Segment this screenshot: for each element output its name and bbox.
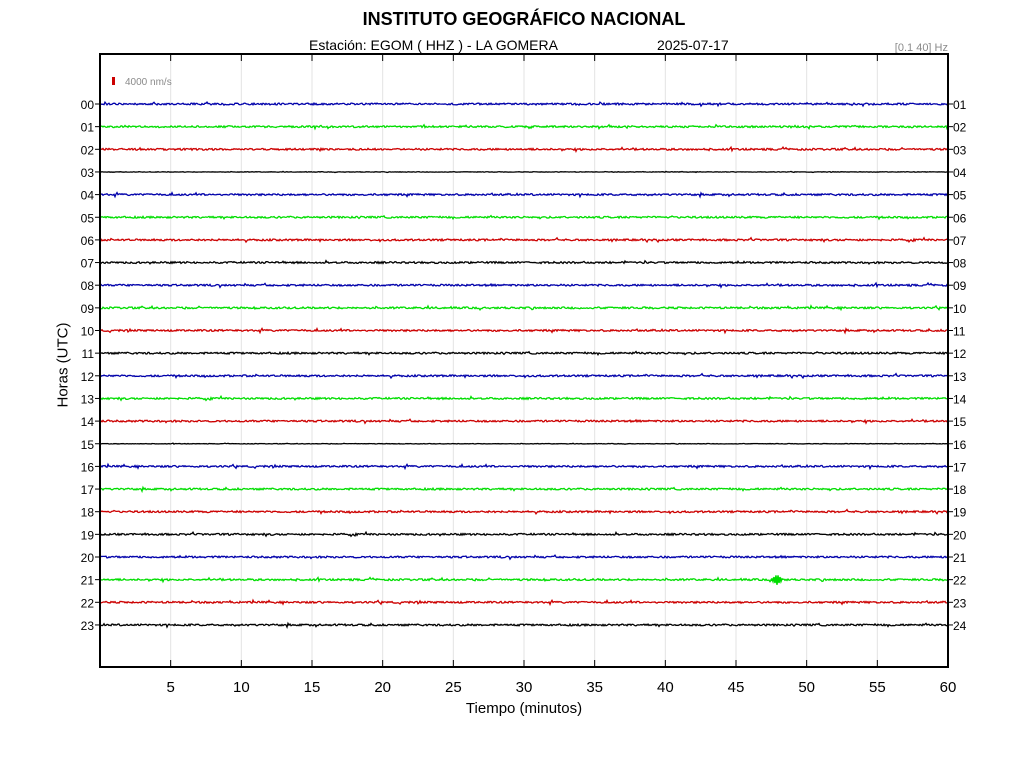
scale-label: 4000 nm/s [125,77,172,88]
hour-trace [99,418,949,425]
right-hour-label: 19 [953,506,967,520]
right-hour-label: 11 [953,325,966,339]
left-hour-label: 19 [81,528,95,542]
right-hour-label: 04 [953,166,967,180]
left-hour-label: 21 [81,574,95,588]
x-tick-label: 5 [166,679,174,696]
chart-title: INSTITUTO GEOGRÁFICO NACIONAL [362,9,686,29]
hour-trace [99,554,949,561]
station-label: Estación: EGOM ( HHZ ) - LA GOMERA [309,37,558,53]
left-hour-label: 08 [81,279,95,293]
left-hour-label: 13 [81,392,95,406]
right-hour-label: 12 [953,347,967,361]
y-axis-label: Horas (UTC) [54,322,72,408]
right-hour-label: 16 [953,438,967,452]
hour-trace [99,304,949,312]
hour-trace [99,462,949,471]
x-tick-label: 25 [445,679,462,696]
right-hour-label: 06 [953,211,967,225]
left-hour-label: 06 [81,234,95,248]
right-hour-label: 01 [953,98,967,112]
hour-trace [99,281,949,289]
x-tick-label: 30 [516,679,533,696]
left-hour-label: 10 [81,325,95,339]
left-hour-label: 14 [81,415,95,429]
left-hour-label: 15 [81,438,95,452]
right-hour-label: 02 [953,121,967,135]
hour-trace [99,145,949,153]
hour-trace [99,214,949,221]
hour-trace [99,327,949,335]
trace-group [99,100,949,630]
right-hour-label: 13 [953,370,967,384]
amplitude-scale: 4000 nm/s [112,77,172,88]
left-hour-label: 20 [81,551,95,565]
left-hour-label: 12 [81,370,95,384]
left-hour-label: 16 [81,460,95,474]
left-hour-label: 02 [81,143,95,157]
x-tick-label: 50 [798,679,815,696]
left-hour-label: 22 [81,596,95,610]
x-tick-label: 15 [304,679,321,696]
right-hour-label: 22 [953,574,967,588]
hour-trace [99,485,949,494]
hour-trace [99,123,949,131]
hour-trace [99,394,949,402]
left-hour-label: 01 [81,121,95,135]
right-hour-label: 05 [953,189,967,203]
right-hour-label: 10 [953,302,967,316]
hour-trace [99,259,949,266]
right-hour-label: 09 [953,279,967,293]
right-hour-label: 08 [953,257,967,271]
hour-trace [99,372,949,380]
hour-trace [99,350,949,356]
hour-trace [99,576,949,584]
x-tick-label: 55 [869,679,886,696]
hour-trace [99,191,949,199]
right-hour-label: 24 [953,619,967,633]
x-tick-label: 10 [233,679,250,696]
left-hour-label: 04 [81,189,95,203]
right-hour-label: 14 [953,392,967,406]
left-hour-label: 09 [81,302,95,316]
left-hour-label: 03 [81,166,95,180]
left-hour-label: 11 [82,347,95,361]
right-hour-label: 03 [953,143,967,157]
x-tick-label: 60 [940,679,957,696]
x-tick-label: 20 [374,679,391,696]
left-hour-label: 18 [81,506,95,520]
hour-trace [99,530,949,538]
right-hour-label: 15 [953,415,967,429]
right-hour-label: 18 [953,483,967,497]
right-hour-label: 07 [953,234,967,248]
left-hour-label: 00 [81,98,95,112]
right-hour-label: 20 [953,528,967,542]
x-tick-label: 35 [586,679,603,696]
right-hour-label: 17 [953,460,967,474]
hour-trace [99,621,949,630]
hour-trace [99,100,949,108]
hour-trace [99,508,949,516]
x-axis-label: Tiempo (minutos) [465,700,583,717]
left-hour-label: 07 [81,257,95,271]
left-hour-label: 17 [81,483,95,497]
right-hour-label: 21 [953,551,967,565]
x-tick-label: 40 [657,679,674,696]
hour-trace [99,236,949,244]
left-hour-label: 05 [81,211,95,225]
date-label: 2025-07-17 [657,37,729,53]
scale-bar [112,77,115,85]
left-hour-label: 23 [81,619,95,633]
filter-label: [0.1 40] Hz [894,42,948,54]
right-hour-label: 23 [953,596,967,610]
grid-lines [170,54,878,667]
x-tick-label: 45 [728,679,745,696]
hour-trace [99,170,949,174]
hour-trace [99,442,949,445]
hour-trace [99,598,949,607]
plot-frame [99,53,949,668]
event-burst [770,575,784,585]
